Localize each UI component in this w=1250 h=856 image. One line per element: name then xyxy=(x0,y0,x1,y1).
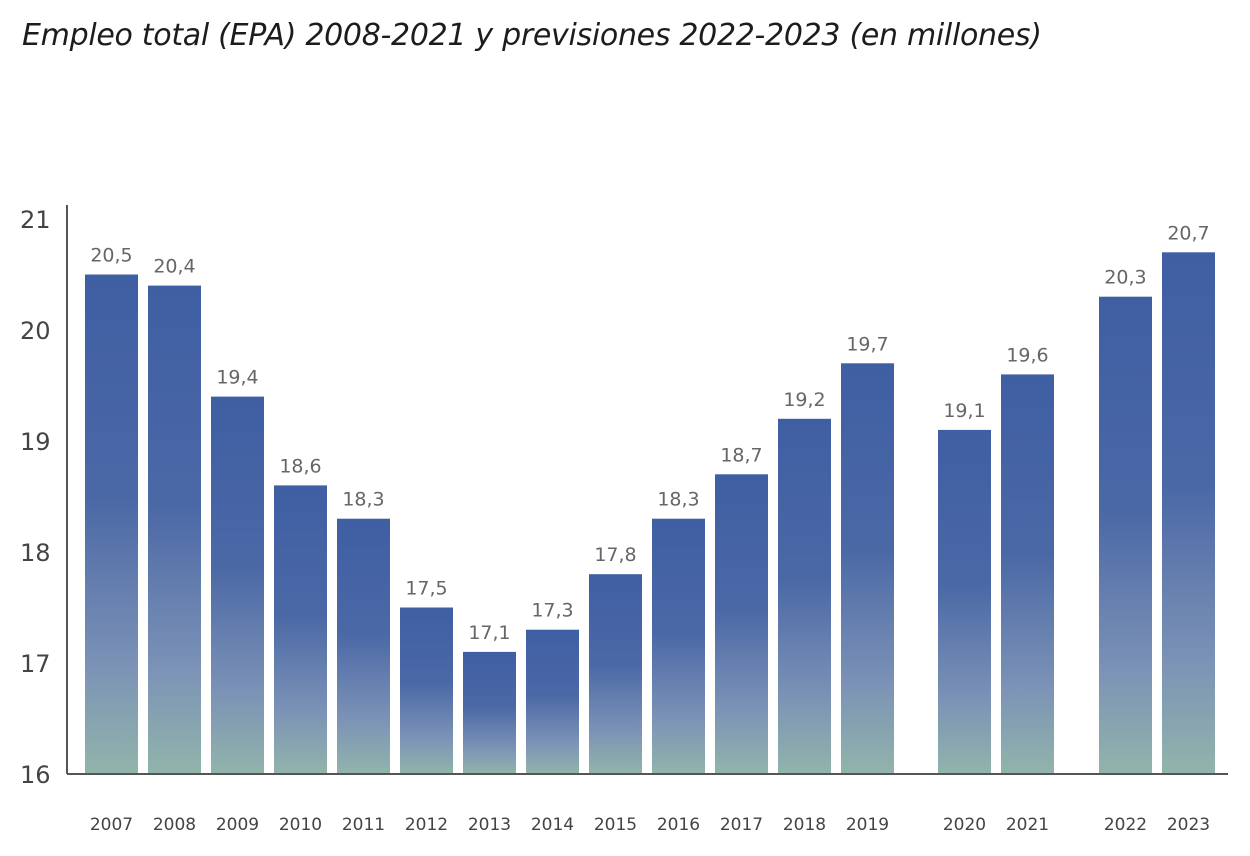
bar-2017 xyxy=(715,474,768,774)
y-axis: 16 17 18 19 20 21 xyxy=(20,206,51,789)
bar-2011 xyxy=(337,518,390,774)
bar-2009 xyxy=(211,396,264,774)
bar-2023 xyxy=(1162,252,1215,775)
x-tick-label: 2022 xyxy=(1104,815,1147,835)
data-label: 20,7 xyxy=(1167,222,1209,244)
y-tick-label: 19 xyxy=(20,428,51,456)
x-tick-label: 2023 xyxy=(1167,815,1210,835)
y-tick-label: 20 xyxy=(20,317,51,345)
x-tick-label: 2021 xyxy=(1006,815,1049,835)
data-label: 20,4 xyxy=(153,256,195,278)
x-tick-label: 2008 xyxy=(153,815,196,835)
chart-title: Empleo total (EPA) 2008-2021 y prevision… xyxy=(22,18,1042,53)
bar-2007 xyxy=(85,274,138,774)
bar-2013 xyxy=(463,651,516,774)
bar-2019 xyxy=(841,363,894,774)
x-tick-label: 2020 xyxy=(943,815,986,835)
data-label: 17,1 xyxy=(468,622,510,644)
data-label: 19,4 xyxy=(216,367,258,389)
x-axis: 2007 2008 2009 2010 2011 2012 2013 2014 2015 2016… xyxy=(66,205,1228,835)
x-tick-label: 2010 xyxy=(279,815,322,835)
data-label: 20,5 xyxy=(90,245,132,267)
y-tick-label: 17 xyxy=(20,650,51,678)
data-label: 19,7 xyxy=(846,333,888,355)
x-tick-label: 2007 xyxy=(90,815,133,835)
bar-2021 xyxy=(1001,374,1054,774)
bar-2018 xyxy=(778,418,831,774)
data-label: 18,3 xyxy=(342,489,384,511)
x-tick-label: 2013 xyxy=(468,815,511,835)
data-label: 18,7 xyxy=(720,444,762,466)
bar-2014 xyxy=(526,629,579,774)
data-label: 18,3 xyxy=(657,489,699,511)
x-tick-label: 2017 xyxy=(720,815,763,835)
x-tick-label: 2018 xyxy=(783,815,826,835)
bar-2008 xyxy=(148,285,201,774)
x-tick-label: 2009 xyxy=(216,815,259,835)
x-tick-label: 2019 xyxy=(846,815,889,835)
x-tick-label: 2012 xyxy=(405,815,448,835)
bar-2020 xyxy=(938,429,991,774)
data-label: 18,6 xyxy=(279,455,321,477)
data-label: 19,6 xyxy=(1006,344,1048,366)
bar-2010 xyxy=(274,485,327,774)
data-label: 19,2 xyxy=(783,389,825,411)
bar-2016 xyxy=(652,518,705,774)
data-label: 17,5 xyxy=(405,578,447,600)
bar-2022 xyxy=(1099,296,1152,774)
bar-2012 xyxy=(400,607,453,774)
bar-2015 xyxy=(589,574,642,774)
data-label: 17,8 xyxy=(594,544,636,566)
bars: 20,5 20,4 19,4 18,6 18,3 17,5 17,1 17,3 17,8 18,3… xyxy=(85,222,1215,775)
x-tick-label: 2016 xyxy=(657,815,700,835)
data-label: 20,3 xyxy=(1104,267,1146,289)
x-tick-label: 2011 xyxy=(342,815,385,835)
data-label: 17,3 xyxy=(531,600,573,622)
y-tick-label: 16 xyxy=(20,761,51,789)
data-label: 19,1 xyxy=(943,400,985,422)
y-tick-label: 21 xyxy=(20,206,51,234)
y-tick-label: 18 xyxy=(20,539,51,567)
x-tick-label: 2014 xyxy=(531,815,574,835)
x-tick-label: 2015 xyxy=(594,815,637,835)
